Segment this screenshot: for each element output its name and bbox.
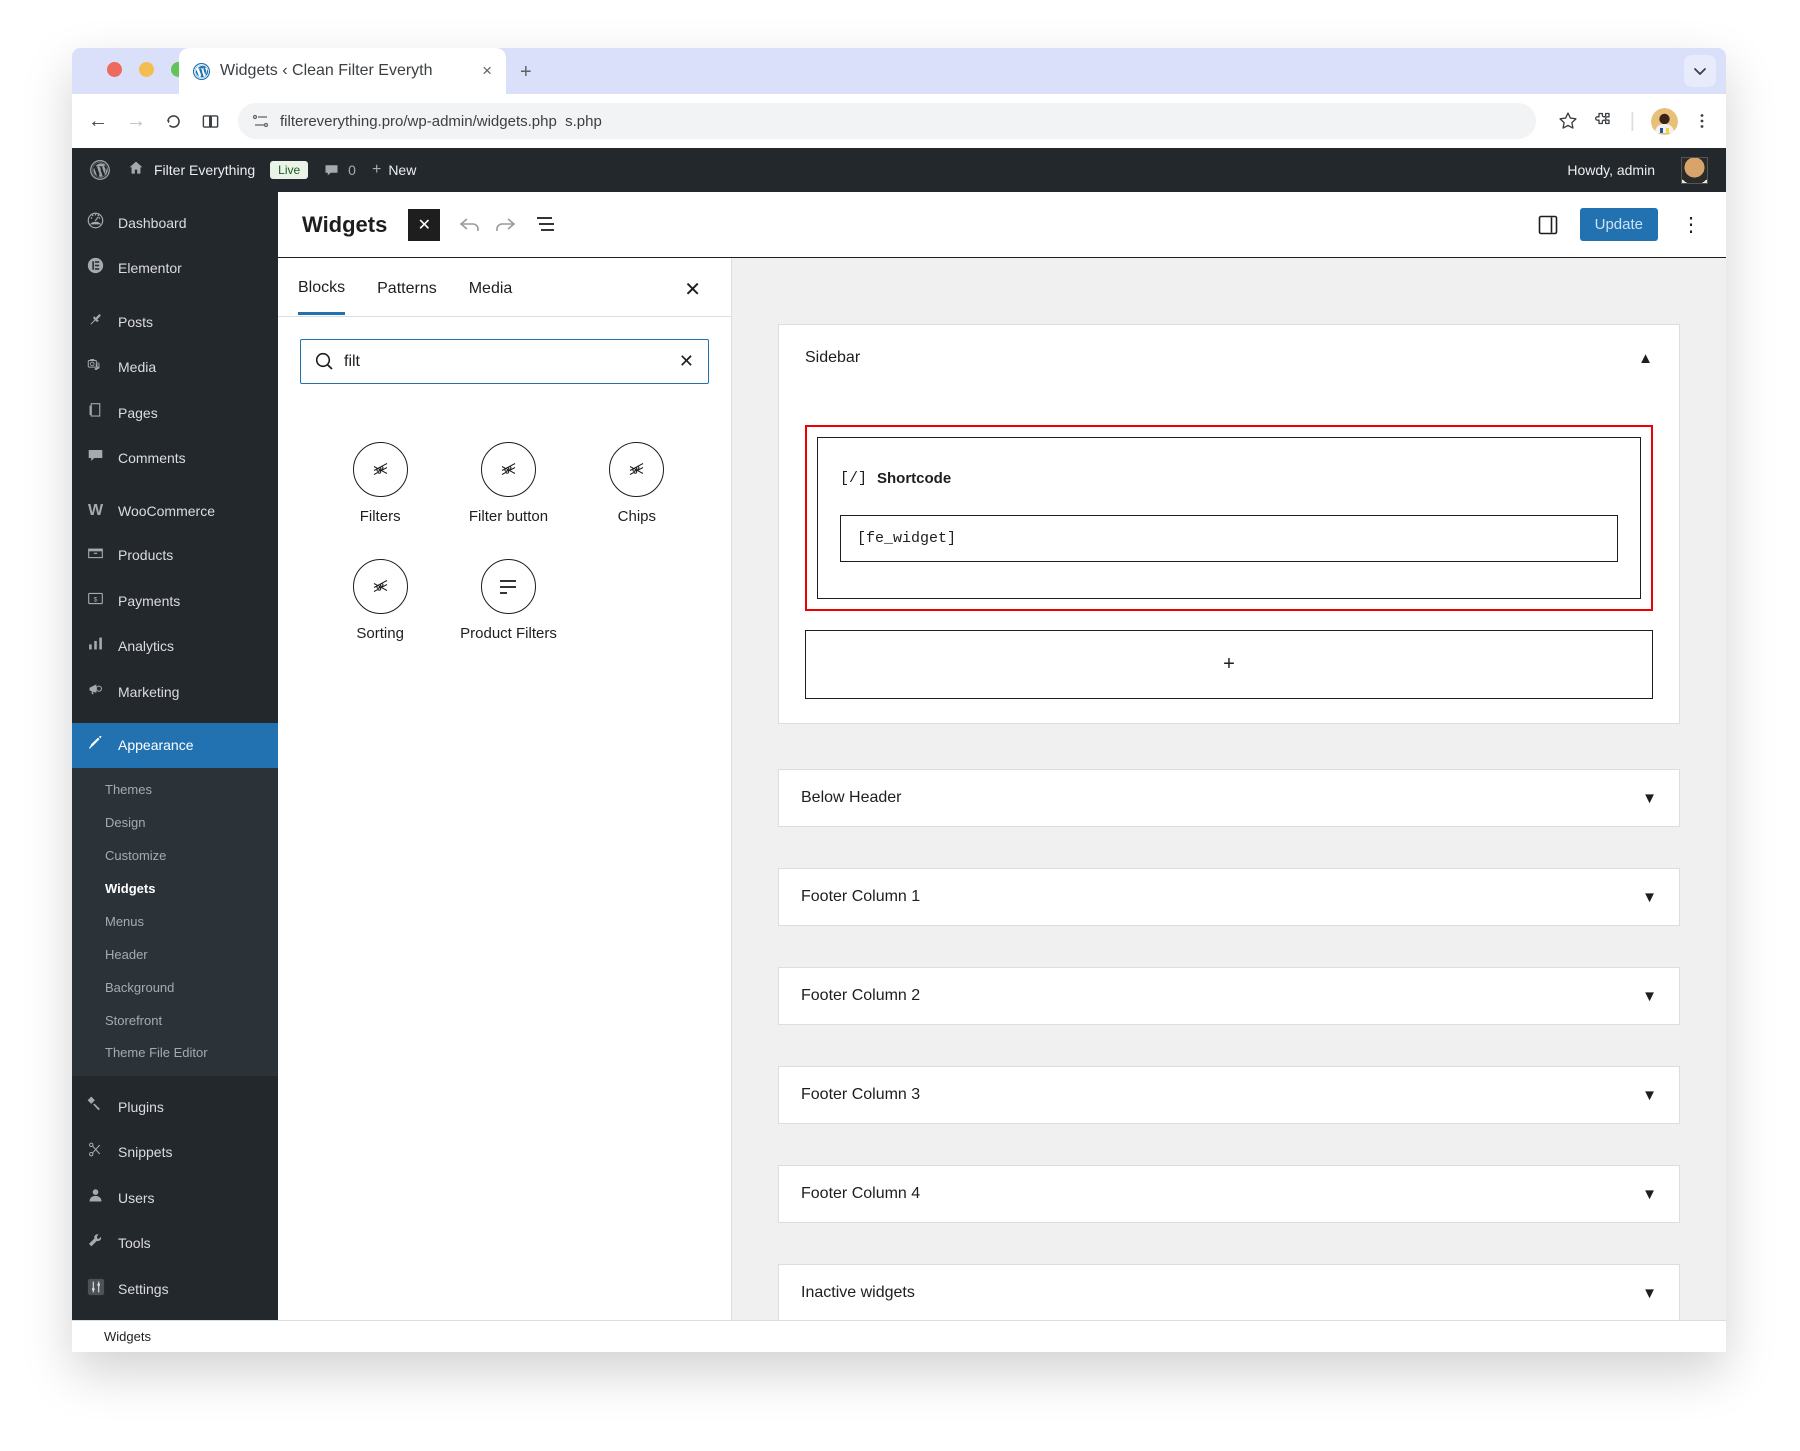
svg-text:$: $ [94,596,98,603]
